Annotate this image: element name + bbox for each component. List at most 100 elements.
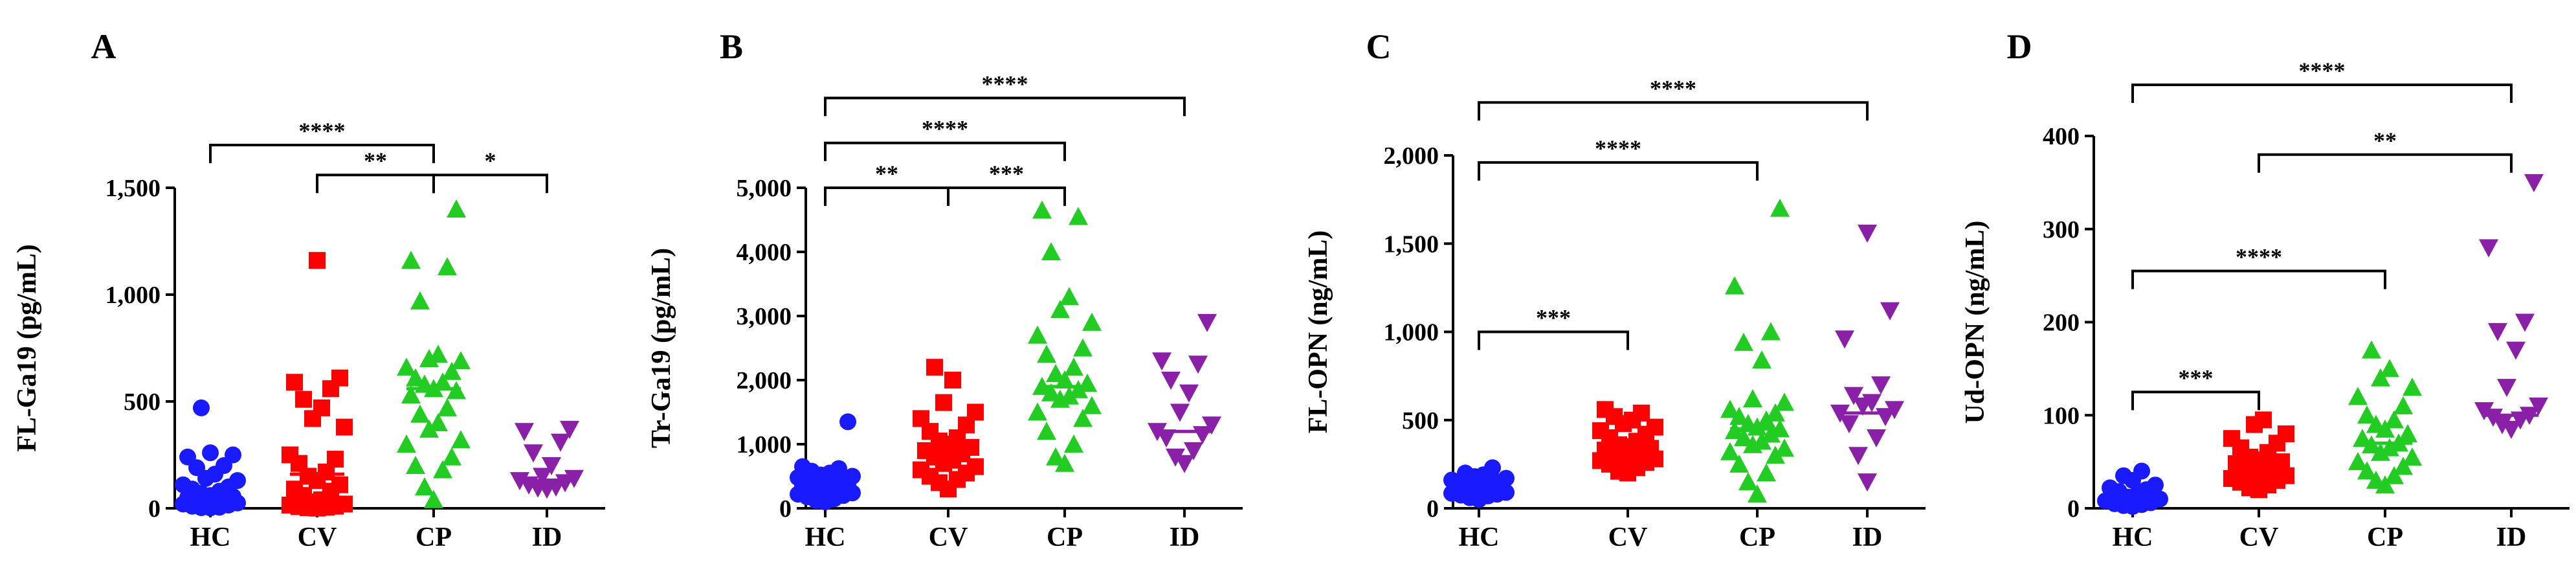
data-point-id [2488, 322, 2507, 341]
data-point-id [1867, 429, 1886, 447]
significance-bracket [1478, 161, 1759, 181]
data-point-cp [1073, 338, 1093, 357]
x-tick-label-id: ID [1852, 523, 1883, 552]
significance-bracket [209, 144, 435, 163]
data-point-cv [327, 451, 344, 468]
data-point-cp [1046, 364, 1065, 383]
data-point-cv [1647, 418, 1663, 436]
significance-bracket [1478, 330, 1629, 350]
panel-letter-a: A [91, 27, 117, 66]
data-point-hc [225, 446, 241, 464]
data-point-id [2524, 174, 2544, 192]
y-tick-label: 200 [2043, 310, 2080, 337]
data-point-cp [1729, 407, 1749, 425]
y-tick-label: 500 [1402, 407, 1439, 434]
y-tick-label: 0 [1427, 495, 1439, 523]
data-point-id [1835, 330, 1854, 349]
data-point-cp [401, 385, 421, 404]
significance-label: ** [364, 148, 387, 174]
data-point-cp [1720, 400, 1740, 418]
data-point-cp [1060, 287, 1079, 306]
data-point-cp [1073, 409, 1093, 427]
significance-bracket [824, 141, 1066, 161]
data-point-cp [1775, 392, 1794, 411]
data-point-cv [309, 252, 326, 269]
data-point-cp [2403, 447, 2422, 466]
data-point-id [542, 457, 561, 475]
data-point-cp [1041, 383, 1061, 401]
x-tick-label-id: ID [1170, 523, 1200, 552]
data-point-id [1839, 415, 1859, 434]
data-point-cp [2393, 457, 2413, 475]
data-point-cv [1597, 401, 1614, 418]
data-point-cp [2398, 424, 2417, 442]
y-tick-label: 2,000 [737, 367, 792, 394]
data-point-cp [2384, 466, 2404, 484]
data-point-cp [2371, 368, 2390, 387]
data-point-hc [2115, 467, 2132, 484]
data-point-cp [442, 447, 461, 466]
data-point-cp [2362, 340, 2381, 359]
data-point-cp [410, 291, 430, 310]
y-axis-label: Tr-Ga19 (pg/mL) [647, 248, 676, 448]
data-point-cp [1738, 472, 1758, 491]
data-point-cp [1748, 484, 1767, 503]
y-axis-label: Ud-OPN (ng/mL) [1960, 221, 1990, 424]
data-point-id [2529, 397, 2548, 416]
x-tick-label-cp: CP [416, 523, 452, 552]
data-point-cp [451, 351, 471, 370]
data-point-hc [2102, 479, 2118, 497]
data-point-id [2497, 379, 2516, 398]
data-point-id [2483, 409, 2503, 427]
y-axis-label: FL-OPN (ng/mL) [1304, 231, 1333, 434]
data-point-cp [1037, 422, 1056, 440]
data-point-hc [2151, 490, 2168, 508]
significance-label: *** [2179, 365, 2214, 390]
data-point-cp [447, 199, 466, 218]
data-point-id [1157, 429, 1176, 448]
data-point-hc [2147, 477, 2164, 494]
data-point-id [1197, 313, 1217, 332]
data-point-id [1175, 455, 1194, 473]
x-tick-label-cv: CV [1608, 523, 1648, 552]
data-point-cp [2380, 359, 2399, 378]
data-point-cp [1734, 428, 1753, 446]
data-point-cp [406, 456, 425, 474]
y-tick-label: 1,500 [105, 175, 161, 202]
data-point-cv [286, 374, 303, 391]
panel-letter-d: D [2007, 27, 2032, 66]
data-point-hc [193, 399, 210, 416]
data-point-cp [1055, 370, 1074, 389]
data-point-cp [410, 404, 430, 423]
significance-bracket [316, 174, 435, 194]
data-point-cp [1037, 344, 1056, 363]
data-point-cp [1064, 357, 1083, 376]
data-point-id [1202, 416, 1221, 435]
significance-bracket [2131, 269, 2386, 289]
significance-label: **** [922, 116, 968, 142]
y-tick-label: 1,500 [1384, 231, 1439, 258]
data-point-cp [2366, 414, 2386, 433]
data-point-cp [2357, 461, 2377, 480]
data-point-cp [2371, 442, 2390, 461]
data-point-cp [415, 477, 434, 495]
data-point-cv [913, 410, 929, 427]
data-point-cp [2375, 475, 2395, 494]
data-point-cp [438, 257, 457, 276]
data-point-cp [1069, 379, 1088, 398]
data-point-id [1170, 403, 1190, 422]
x-tick-label-cp: CP [2367, 523, 2403, 552]
data-point-id [1184, 442, 1203, 460]
x-tick-label-id: ID [532, 523, 562, 552]
data-point-cv [336, 418, 353, 436]
data-point-cp [2366, 470, 2386, 489]
data-point-hc [1484, 459, 1501, 477]
significance-bracket [2258, 153, 2513, 173]
data-point-cp [433, 372, 452, 391]
x-tick-label-cv: CV [2239, 523, 2279, 552]
data-point-cp [2393, 396, 2413, 414]
data-point-id [533, 468, 552, 486]
panel-letter-c: C [1366, 27, 1392, 66]
data-point-cp [1041, 242, 1061, 260]
